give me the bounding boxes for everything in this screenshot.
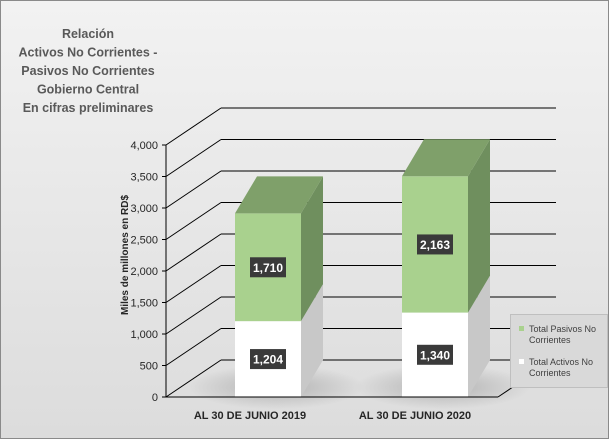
bar-side-1-0 xyxy=(301,176,323,322)
legend-swatch-pasivos xyxy=(519,326,524,331)
y-tick-label-8: 4,000 xyxy=(130,140,158,152)
data-label-0-0: 1,204 xyxy=(253,353,283,367)
y-tick-label-7: 3,500 xyxy=(130,172,158,184)
gridline-depth-0 xyxy=(165,359,222,398)
bar-top-1 xyxy=(402,139,490,177)
y-tick-label-6: 3,000 xyxy=(130,203,158,215)
title-line-2: Pasivos No Corrientes xyxy=(21,64,154,78)
title-line-1: Activos No Corrientes - xyxy=(19,46,158,60)
gridline-depth-5 xyxy=(165,202,222,240)
gridline-depth-2 xyxy=(165,296,222,335)
y-tick-label-2: 1,000 xyxy=(130,329,158,341)
gridline-depth-6 xyxy=(165,170,222,209)
bars xyxy=(235,139,490,397)
legend-swatch-activos xyxy=(519,359,524,364)
y-tick-label-0: 0 xyxy=(152,392,158,404)
gridline-depth-7 xyxy=(165,139,222,177)
bar-side-0-1 xyxy=(468,275,490,397)
y-tick-label-4: 2,000 xyxy=(130,266,158,278)
chart-title: Relación Activos No Corrientes - Pasivos N… xyxy=(19,27,158,115)
y-tick-label-3: 1,500 xyxy=(130,298,158,310)
title-line-4: En cifras preliminares xyxy=(23,101,154,115)
x-tick-label-1: AL 30 DE JUNIO 2020 xyxy=(359,410,471,422)
y-tick-label-5: 2,500 xyxy=(130,235,158,247)
data-label-box-0-0 xyxy=(250,349,286,370)
x-tick-label-0: AL 30 DE JUNIO 2019 xyxy=(194,410,306,422)
data-label-1-1: 2,163 xyxy=(420,238,450,252)
data-labels: 1,204 1,710 1,340 2,163 xyxy=(250,234,453,370)
gridline-depth-3 xyxy=(165,265,222,303)
gridline-depth-8 xyxy=(165,107,222,146)
gridlines xyxy=(165,107,556,398)
data-label-box-1-1 xyxy=(417,234,453,255)
title-line-3: Gobierno Central xyxy=(37,83,139,97)
bar-side-1-1 xyxy=(468,139,490,313)
axes: 0 500 1,000 1,500 2,000 2,500 3,000 3,500 4,000 M… xyxy=(120,140,554,422)
legend-label-pasivos: Total Pasivos No Corrientes xyxy=(529,324,597,345)
data-label-box-0-1 xyxy=(417,344,453,365)
bar-side-0-0 xyxy=(301,284,323,397)
gridline-depth-1 xyxy=(165,328,222,366)
title-line-0: Relación xyxy=(62,27,114,41)
bar-top-0 xyxy=(235,176,323,214)
y-tick-label-1: 500 xyxy=(140,361,158,373)
legend-label-activos: Total Activos No Corrientes xyxy=(529,357,594,378)
legend: Total Pasivos No Corrientes Total Activo… xyxy=(510,314,608,388)
data-label-1-0: 1,710 xyxy=(253,261,283,275)
gridline-depth-4 xyxy=(165,233,222,272)
data-label-box-1-0 xyxy=(250,257,286,278)
y-axis-title: Miles de millones en RD$ xyxy=(120,195,131,315)
data-label-0-1: 1,340 xyxy=(420,348,450,362)
